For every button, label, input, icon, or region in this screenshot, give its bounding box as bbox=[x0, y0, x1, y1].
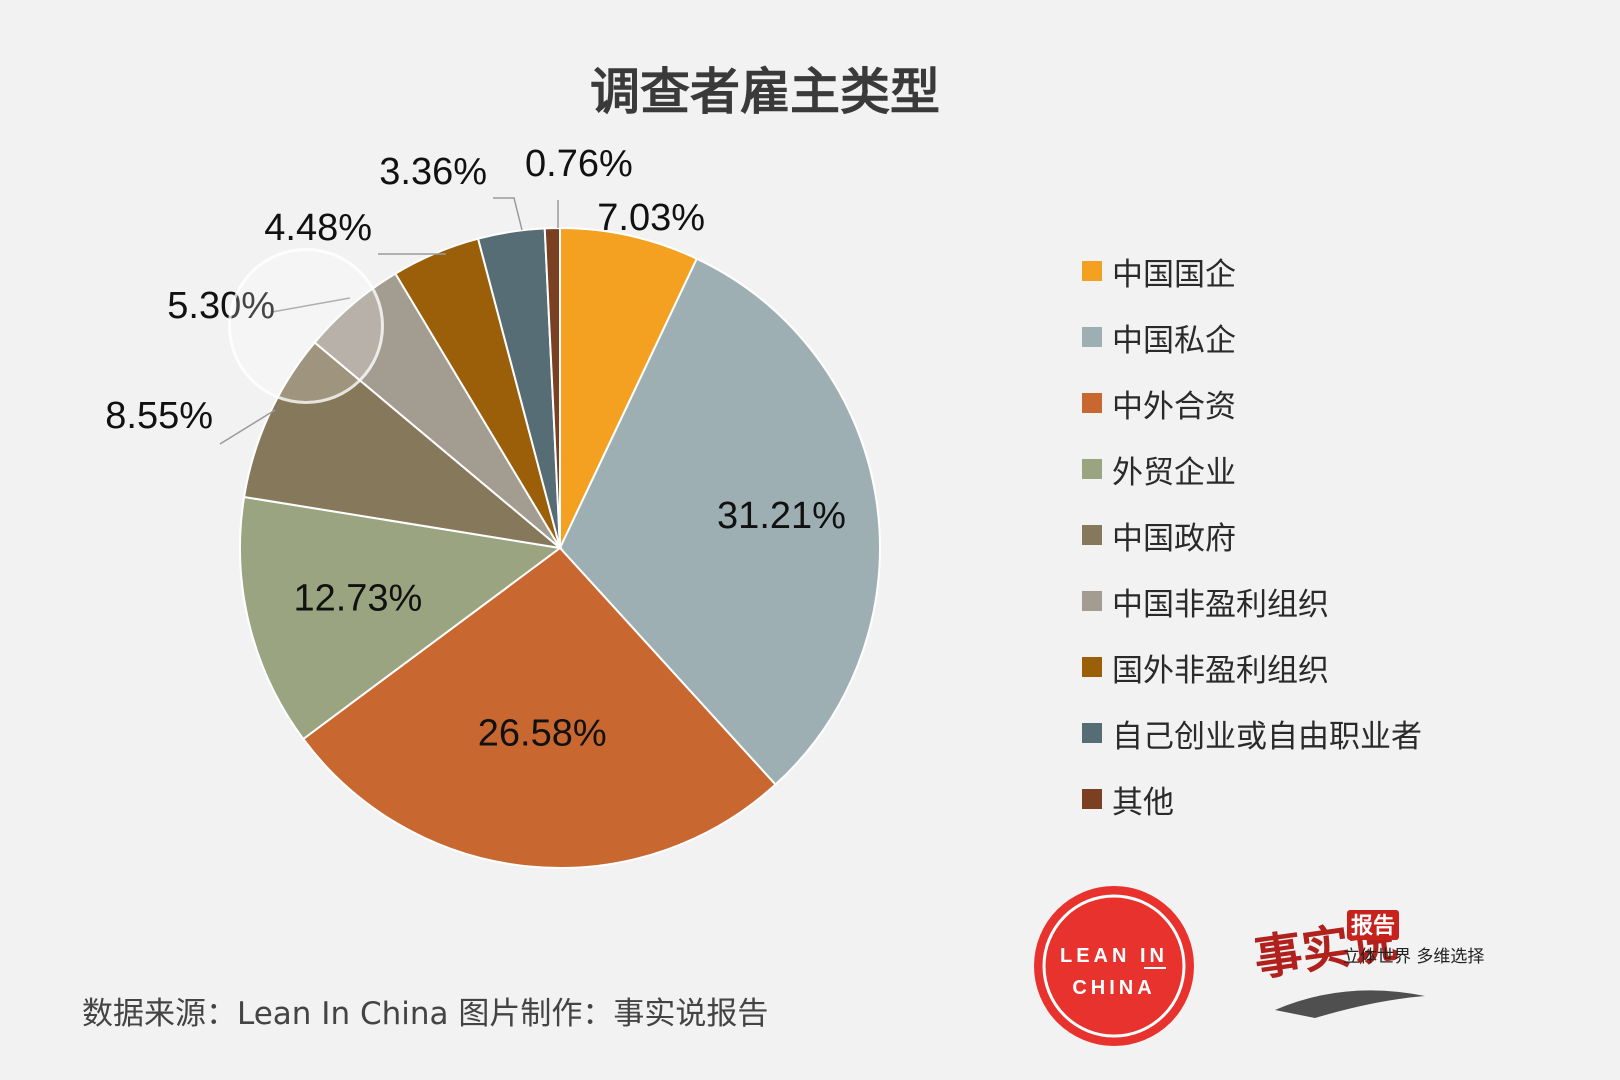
legend-label: 国外非盈利组织 bbox=[1112, 652, 1329, 689]
legend-item: 中国国企 bbox=[1082, 238, 1502, 304]
legend-swatch bbox=[1082, 393, 1102, 413]
shishi-report-logo: 事实说 报告 立体世界 多维选择 bbox=[1251, 900, 1495, 1034]
legend-item: 外贸企业 bbox=[1082, 436, 1502, 502]
slice-label: 0.76% bbox=[525, 143, 633, 185]
legend-label: 中国私企 bbox=[1112, 322, 1236, 359]
pie-slice bbox=[558, 257, 881, 786]
legend-item: 中国非盈利组织 bbox=[1082, 568, 1502, 634]
legend-label: 中国政府 bbox=[1112, 520, 1236, 557]
slice-label: 4.48% bbox=[264, 207, 372, 249]
leanin-logo-line1: LEAN IN bbox=[1060, 945, 1168, 967]
legend: 中国国企中国私企中外合资外贸企业中国政府中国非盈利组织 国外非盈利组织自己创业或自… bbox=[1082, 238, 1502, 832]
slice-label: 3.36% bbox=[379, 151, 487, 193]
legend-label: 中国非盈利组织 bbox=[1112, 586, 1329, 623]
leanin-watermark bbox=[228, 248, 384, 404]
legend-item: 国外非盈利组织 bbox=[1082, 634, 1502, 700]
source-credit: 数据来源：Lean In China 图片制作：事实说报告 bbox=[82, 996, 769, 1032]
leanin-china-logo: LEAN IN CHINA bbox=[1034, 886, 1194, 1046]
legend-item: 中国政府 bbox=[1082, 502, 1502, 568]
shishi-logo-slogan: 立体世界 多维选择 bbox=[1343, 947, 1484, 967]
legend-swatch bbox=[1082, 525, 1102, 545]
legend-swatch bbox=[1082, 657, 1102, 677]
legend-item: 中国私企 bbox=[1082, 304, 1502, 370]
shishi-logo-badge: 报告 bbox=[1351, 914, 1395, 939]
legend-label: 其他 bbox=[1112, 784, 1174, 821]
slice-label: 31.21% bbox=[717, 495, 846, 537]
pie-slice bbox=[559, 226, 699, 549]
leanin-logo-line2: CHINA bbox=[1072, 977, 1155, 999]
legend-swatch bbox=[1082, 459, 1102, 479]
slice-label: 8.55% bbox=[105, 395, 213, 437]
legend-label: 中外合资 bbox=[1112, 388, 1236, 425]
slice-label: 12.73% bbox=[293, 577, 422, 619]
chart-title: 调查者雇主类型 bbox=[590, 63, 940, 121]
legend-label: 外贸企业 bbox=[1112, 454, 1236, 491]
pie-slice bbox=[301, 546, 777, 869]
legend-label: 自己创业或自由职业者 bbox=[1112, 718, 1422, 755]
legend-item: 其他 bbox=[1082, 766, 1502, 832]
legend-item: 中外合资 bbox=[1082, 370, 1502, 436]
legend-label: 中国国企 bbox=[1112, 256, 1236, 293]
slice-label: 7.03% bbox=[597, 197, 705, 239]
legend-swatch bbox=[1082, 723, 1102, 743]
legend-swatch bbox=[1082, 327, 1102, 347]
legend-swatch bbox=[1082, 261, 1102, 281]
pie-slice bbox=[543, 226, 561, 549]
legend-swatch bbox=[1082, 591, 1102, 611]
slice-label: 26.58% bbox=[478, 713, 607, 755]
legend-item: 自己创业或自由职业者 bbox=[1082, 700, 1502, 766]
leader-line bbox=[493, 197, 523, 231]
leader-line bbox=[219, 409, 276, 445]
slice-labels: 7.03%31.21%26.58%12.73%8.55%5.30%4.48%3.… bbox=[105, 143, 846, 755]
legend-swatch bbox=[1082, 789, 1102, 809]
pie-slice bbox=[239, 495, 563, 741]
